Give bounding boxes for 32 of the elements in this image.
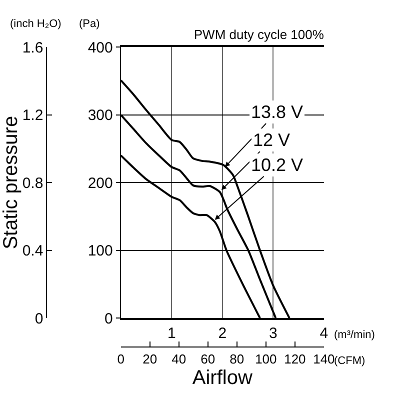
y2-axis-title: Static pressure xyxy=(0,116,22,250)
annotation: 13.8 V xyxy=(251,102,304,122)
x2-tick-label: 40 xyxy=(172,351,186,366)
y2-tick-label: 1.6 xyxy=(22,39,44,56)
x-tick-label: 1 xyxy=(167,324,176,342)
x-tick-label: 4 xyxy=(320,324,328,342)
y-tick-label: 400 xyxy=(88,39,113,56)
y-tick-label: 100 xyxy=(88,242,113,260)
y2-tick-label: 0.8 xyxy=(22,174,44,192)
x2-tick-label: 140 xyxy=(313,351,335,366)
chart-title: PWM duty cycle 100% xyxy=(194,27,324,42)
x2-tick-label: 0 xyxy=(117,351,124,366)
x-tick-label: 3 xyxy=(269,324,278,342)
y2-tick-label: 0.4 xyxy=(22,242,44,260)
annotation: 12 V xyxy=(253,130,290,150)
text: (m³/min) xyxy=(334,329,375,341)
x2-tick-label: 60 xyxy=(200,351,216,366)
x2-tick-label: 100 xyxy=(255,351,277,366)
text: (CFM) xyxy=(334,355,366,367)
y-tick-label: 0 xyxy=(104,310,113,328)
y2-tick-label: 0 xyxy=(34,310,44,328)
x-axis-title: Airflow xyxy=(192,366,253,389)
y-tick-label: 200 xyxy=(88,174,113,192)
x2-tick-label: 120 xyxy=(284,351,306,366)
text: (inch H₂O) xyxy=(10,18,62,30)
x2-tick-label: 20 xyxy=(142,351,158,366)
y-tick-label: 300 xyxy=(88,107,113,124)
y2-tick-label: 1.2 xyxy=(22,107,44,124)
x-tick-label: 2 xyxy=(218,324,227,342)
annotation: 10.2 V xyxy=(251,155,304,175)
x2-tick-label: 80 xyxy=(230,351,244,366)
text: (Pa) xyxy=(79,18,100,30)
